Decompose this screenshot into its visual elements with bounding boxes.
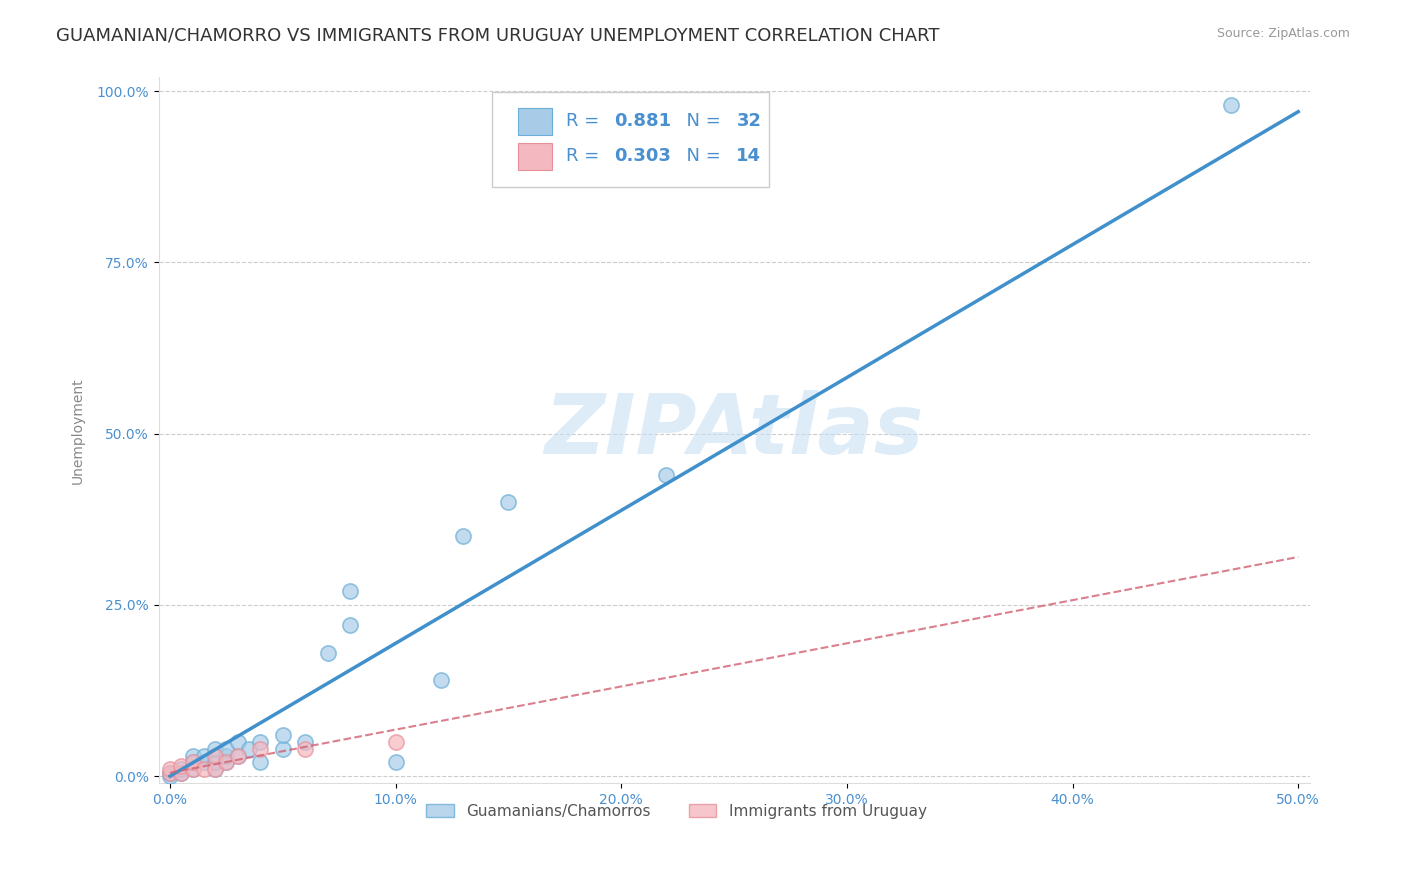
Point — [193, 748, 215, 763]
Point — [453, 529, 475, 543]
Text: GUAMANIAN/CHAMORRO VS IMMIGRANTS FROM URUGUAY UNEMPLOYMENT CORRELATION CHART: GUAMANIAN/CHAMORRO VS IMMIGRANTS FROM UR… — [56, 27, 939, 45]
Point — [226, 748, 249, 763]
Text: R =: R = — [567, 112, 605, 130]
Point — [215, 756, 238, 770]
Text: 0.881: 0.881 — [614, 112, 672, 130]
Point — [271, 741, 294, 756]
Point — [170, 759, 193, 773]
Text: R =: R = — [567, 147, 605, 166]
Point — [249, 756, 271, 770]
Text: N =: N = — [675, 112, 727, 130]
Point — [226, 748, 249, 763]
Point — [226, 735, 249, 749]
FancyBboxPatch shape — [492, 92, 769, 186]
Point — [429, 673, 451, 688]
Point — [204, 741, 226, 756]
Point — [204, 762, 226, 776]
Point — [271, 728, 294, 742]
Point — [238, 741, 260, 756]
Point — [181, 748, 204, 763]
Point — [170, 762, 193, 776]
Point — [1219, 98, 1241, 112]
Point — [204, 748, 226, 763]
Bar — [517, 143, 553, 169]
Text: 32: 32 — [737, 112, 762, 130]
Point — [159, 765, 181, 780]
Point — [655, 467, 678, 482]
Text: Source: ZipAtlas.com: Source: ZipAtlas.com — [1216, 27, 1350, 40]
Point — [204, 756, 226, 770]
Point — [204, 762, 226, 776]
Text: N =: N = — [675, 147, 727, 166]
Point — [498, 495, 520, 509]
Point — [249, 741, 271, 756]
Point — [339, 618, 361, 632]
Point — [181, 762, 204, 776]
Y-axis label: Unemployment: Unemployment — [72, 377, 86, 483]
Point — [215, 756, 238, 770]
Point — [159, 765, 181, 780]
Point — [181, 756, 204, 770]
Point — [193, 762, 215, 776]
Point — [294, 741, 316, 756]
Point — [159, 769, 181, 783]
Point — [193, 756, 215, 770]
Text: 0.303: 0.303 — [614, 147, 671, 166]
Point — [339, 584, 361, 599]
Point — [384, 756, 406, 770]
Point — [181, 756, 204, 770]
Point — [159, 762, 181, 776]
Point — [215, 748, 238, 763]
Point — [384, 735, 406, 749]
Point — [181, 762, 204, 776]
Bar — [517, 108, 553, 135]
Point — [170, 765, 193, 780]
Point — [316, 646, 339, 660]
Point — [249, 735, 271, 749]
Point — [215, 741, 238, 756]
Text: ZIPAtlas: ZIPAtlas — [544, 390, 924, 471]
Legend: Guamanians/Chamorros, Immigrants from Uruguay: Guamanians/Chamorros, Immigrants from Ur… — [420, 797, 932, 825]
Point — [294, 735, 316, 749]
Point — [170, 765, 193, 780]
Text: 14: 14 — [737, 147, 762, 166]
